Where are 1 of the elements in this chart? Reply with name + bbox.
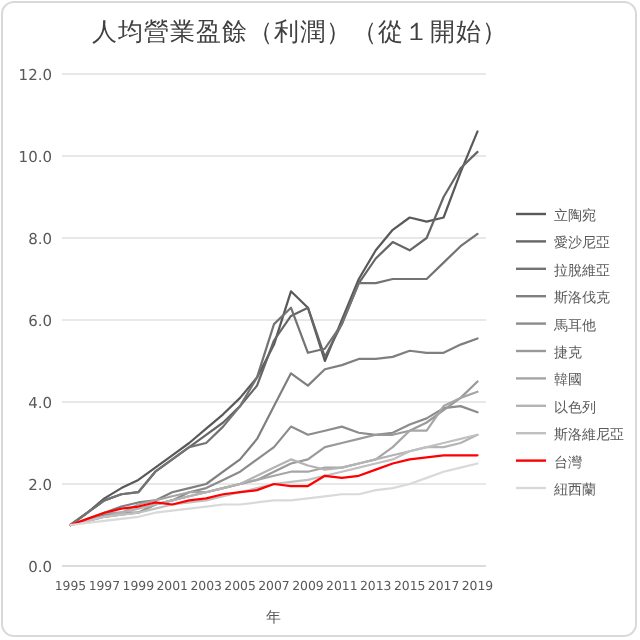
- chart-title: 人均營業盈餘（利潤）（從１開始）: [92, 16, 508, 46]
